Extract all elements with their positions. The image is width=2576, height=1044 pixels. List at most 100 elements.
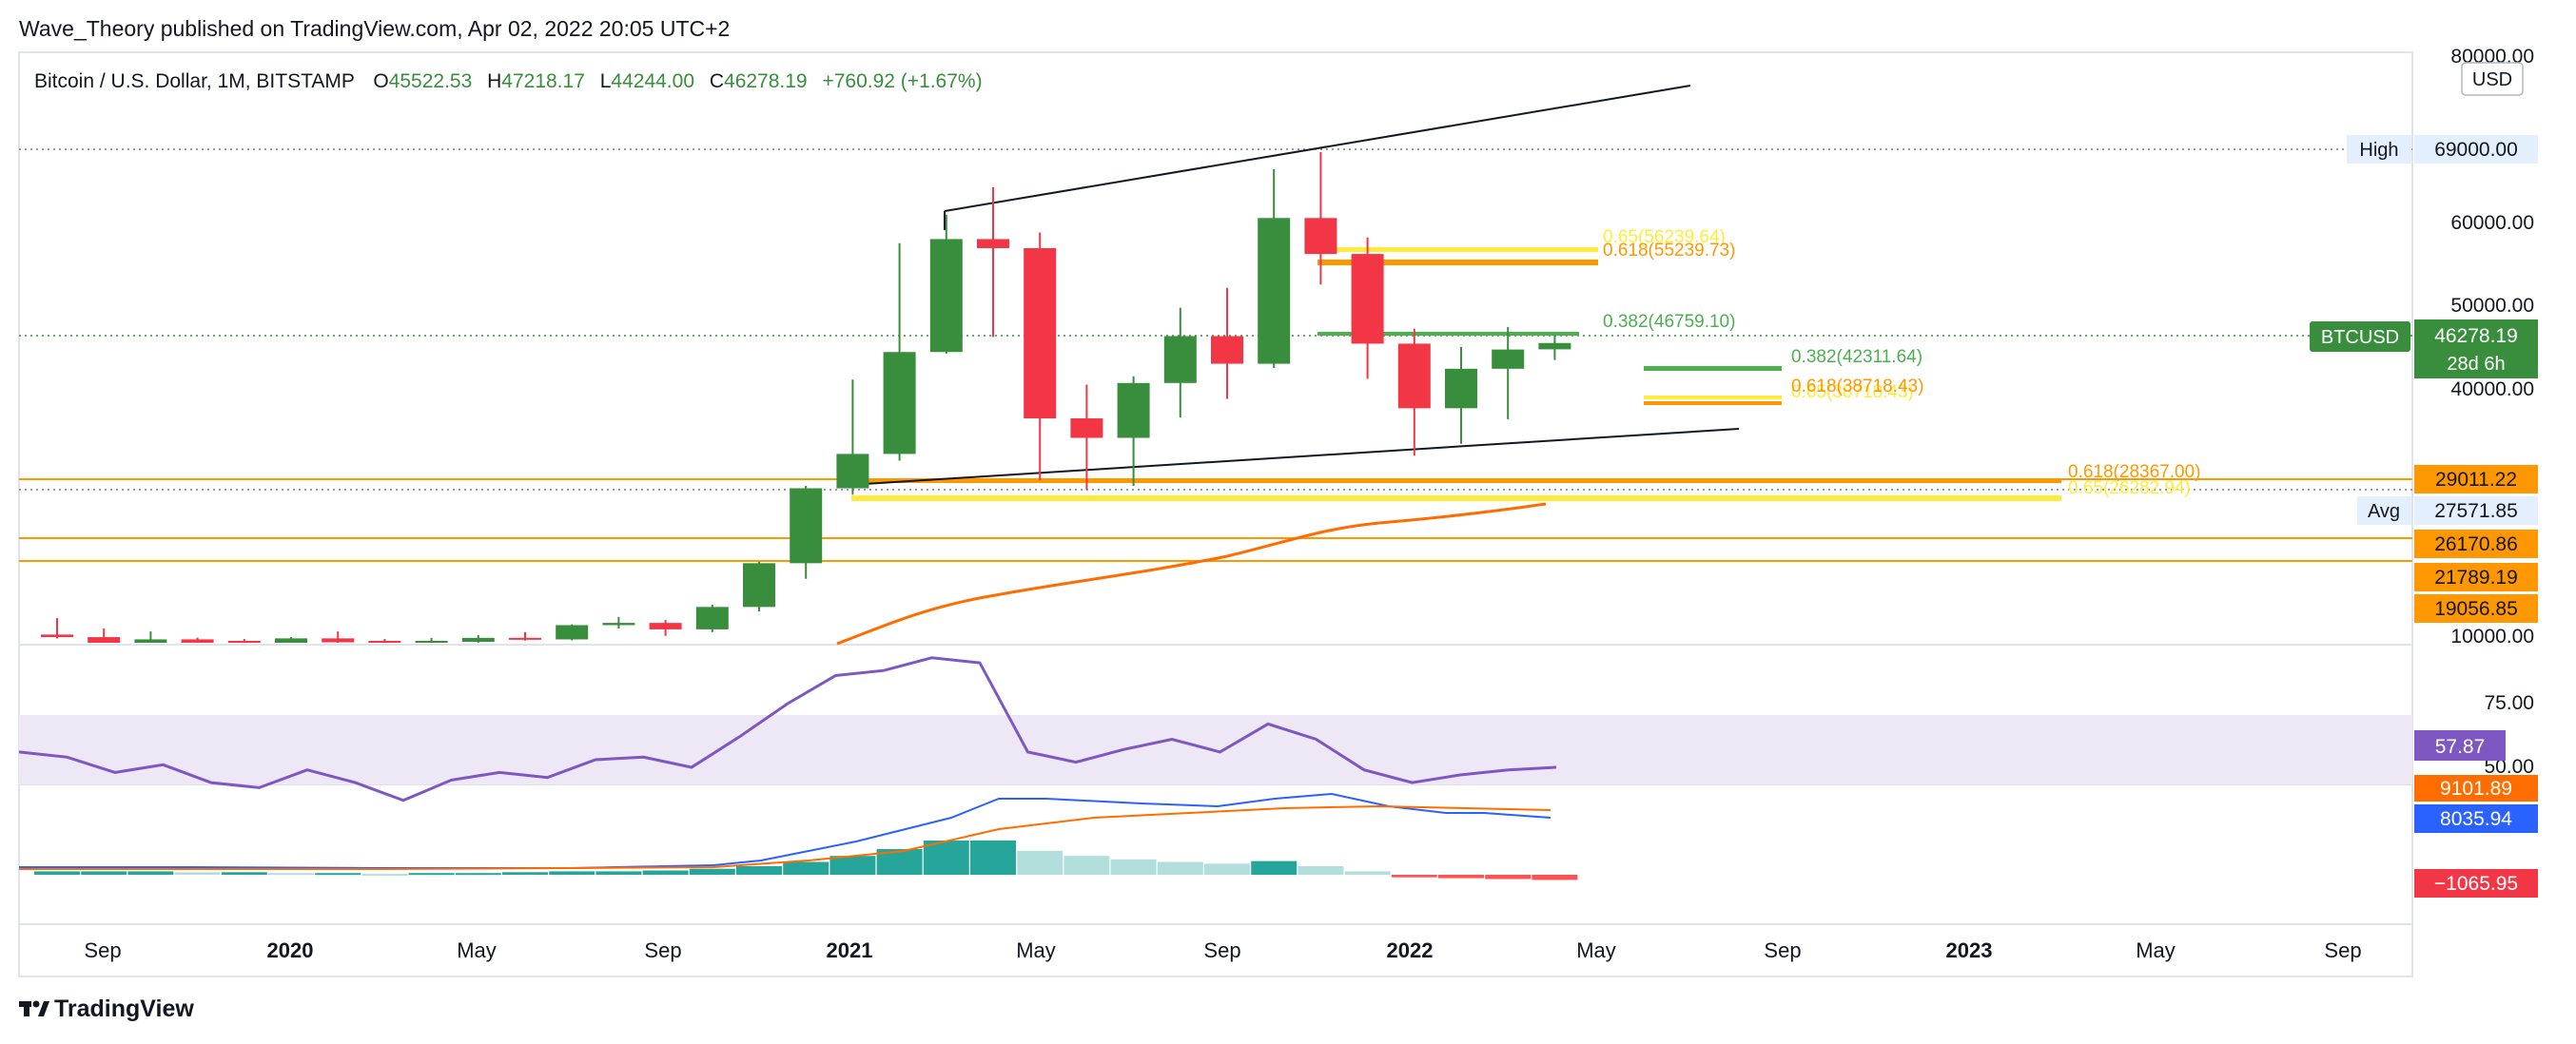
macd-hist-bar [736,866,782,875]
high-value: 47218.17 [501,70,585,92]
macd-hist-bar [361,874,408,877]
fib-zone-26282-yellow [851,495,2061,501]
candle-body [695,607,729,629]
time-label-may-2023: May [2136,938,2176,962]
candle-2020-05 [461,635,495,643]
time-label-2022: 2022 [1387,938,1434,962]
level-26170-value: 26170.86 [2434,533,2518,555]
macd-signal-line [19,804,1551,870]
time-label-sep-2021: Sep [1203,938,1240,962]
macd-hist-bar [1438,875,1484,879]
candle-body [1351,254,1384,344]
high-tag [2347,135,2411,164]
low-value: 44244.00 [611,70,694,92]
close-value: 46278.19 [724,70,808,92]
macd-hist-bar [1485,875,1532,880]
candle-2020-07 [556,624,589,641]
candle-body [41,634,73,638]
level-21789-value: 21789.19 [2434,567,2518,589]
candle-body [1070,418,1103,438]
macd-hist-bar [1157,861,1203,875]
time-label-may-2020: May [457,938,497,962]
last-price-badge [2414,319,2538,378]
candle-2021-01 [836,379,869,495]
candle-body [368,641,401,643]
currency-button-label: USD [2472,69,2512,90]
time-label-sep-2022: Sep [1764,938,1801,962]
low-label: L [600,70,612,92]
avg-price-value: 27571.85 [2434,500,2518,522]
macd-hist-bar [455,873,501,876]
candle-2021-02 [883,242,916,461]
macd-hist-bar [1204,863,1250,875]
candle-2020-08 [602,616,635,628]
fib-zone-56239-yellow [1317,247,1598,252]
candle-2020-06 [509,631,541,641]
currency-button[interactable] [2461,62,2524,96]
candle-2020-01 [275,637,307,643]
candle-2021-08 [1163,307,1197,418]
ohlc-legend: Bitcoin / U.S. Dollar, 1M, BITSTAMP O455… [34,70,983,92]
fib-zone-28367-orange [851,478,2061,483]
candle-2020-09 [649,620,682,636]
macd-hist-bar [1064,856,1110,875]
chart-border [18,51,2413,977]
candle-2020-11 [743,561,775,612]
candle-body [275,638,307,643]
macd-signal-value: 9101.89 [2440,778,2512,800]
macd-line-value: 8035.94 [2440,808,2512,830]
candle-body [181,639,214,643]
change-value: +760.92 (+1.67%) [822,70,982,92]
candle-2020-02 [322,631,355,643]
time-label-2020: 2020 [267,938,314,962]
time-label-sep-2023: Sep [2324,938,2361,962]
price-tick-60000: 60000.00 [2450,212,2534,234]
fib-label-0.382-42311: 0.382(42311.64) [1791,347,1922,367]
macd-hist-bar [1251,860,1298,875]
macd-hist-bar [549,871,595,875]
symbol-description: Bitcoin / U.S. Dollar, 1M, BITSTAMP [34,70,354,92]
ticker-tag [2310,321,2410,352]
macd-hist-bar [595,871,642,875]
fib-label-0.65-56239: 0.65(56239.64) [1603,227,1726,247]
macd-hist-bar [1017,850,1064,875]
candle-body [836,454,869,489]
rsi-value-badge [2414,730,2506,761]
level-19056-badge [2414,594,2538,623]
candle-body [415,641,448,643]
price-tick-40000: 40000.00 [2450,378,2534,400]
time-label-sep-2020: Sep [644,938,681,962]
candle-2019-10 [134,631,167,643]
open-value: 45522.53 [389,70,473,92]
fib-zone-42311-green [1644,366,1782,371]
candle-2021-12 [1351,237,1384,379]
candle-2021-03 [929,214,963,354]
macd-hist-badge [2414,869,2538,898]
candle-body [743,563,775,608]
macd-hist-bar [923,841,969,875]
macd-hist-bar [1344,871,1391,875]
macd-hist-bar [174,872,221,875]
macd-hist-bar [502,872,548,875]
macd-line [19,792,1551,869]
candle-2022-03 [1492,326,1525,419]
candle-body [602,623,635,626]
candle-body [88,637,121,643]
rsi-tick-75: 75.00 [2484,692,2534,714]
macd-hist-bar [1391,875,1437,878]
time-label-sep-2019: Sep [84,938,121,962]
macd-hist-bar [783,861,829,875]
macd-histogram [34,841,1578,880]
candle-body [1304,218,1337,255]
high-price-value: 69000.00 [2434,139,2518,161]
macd-hist-bar [970,841,1016,875]
macd-hist-bar [1532,875,1578,880]
time-label-2023: 2023 [1946,938,1993,962]
close-label: C [710,70,724,92]
candle-2021-10 [1258,169,1291,368]
macd-hist-bar [1298,866,1344,875]
candle-2019-12 [227,639,261,643]
rsi-line [18,656,1557,802]
